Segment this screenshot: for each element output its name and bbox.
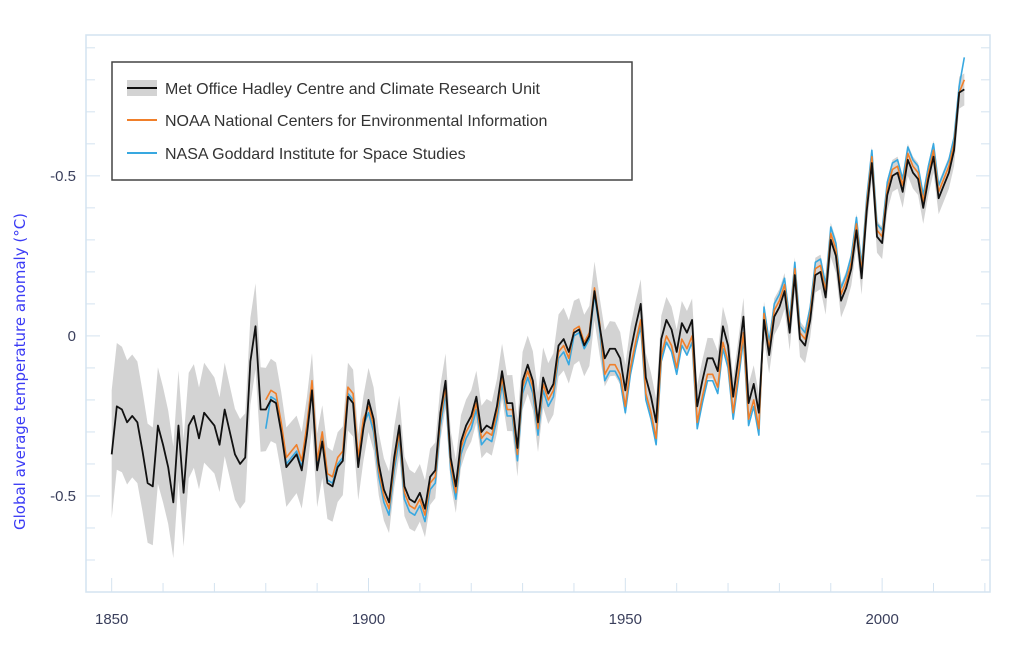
uncertainty-band	[111, 73, 965, 559]
x-tick-label: 1850	[95, 611, 128, 628]
x-tick-label: 2000	[865, 611, 898, 628]
legend-box	[111, 61, 633, 181]
y-tick-label: -0.5	[50, 488, 76, 505]
legend: Met Office Hadley Centre and Climate Res…	[111, 61, 633, 181]
x-tick-label: 1900	[352, 611, 385, 628]
legend-label-nasa: NASA Goddard Institute for Space Studies	[165, 146, 466, 163]
legend-label-noaa: NOAA National Centers for Environmental …	[165, 113, 547, 130]
y-axis-label: Global average temperature anomaly (°C)	[11, 213, 29, 530]
plot-frame	[85, 34, 991, 593]
hadcrut-line	[110, 88, 965, 510]
hadcrut-uncertainty-band	[111, 73, 965, 559]
y-tick-label: -0.5	[50, 168, 76, 185]
legend-label-hadcrut: Met Office Hadley Centre and Climate Res…	[165, 81, 541, 98]
series-lines	[110, 57, 966, 523]
nasa-line	[264, 57, 966, 523]
y-tick-label: 0	[68, 328, 76, 345]
axis-ticks: -0.5 0 -0.5 1850 1900 1950 2000	[50, 47, 990, 628]
plot-border	[85, 34, 991, 593]
x-tick-label: 1950	[609, 611, 642, 628]
noaa-line	[265, 79, 966, 516]
